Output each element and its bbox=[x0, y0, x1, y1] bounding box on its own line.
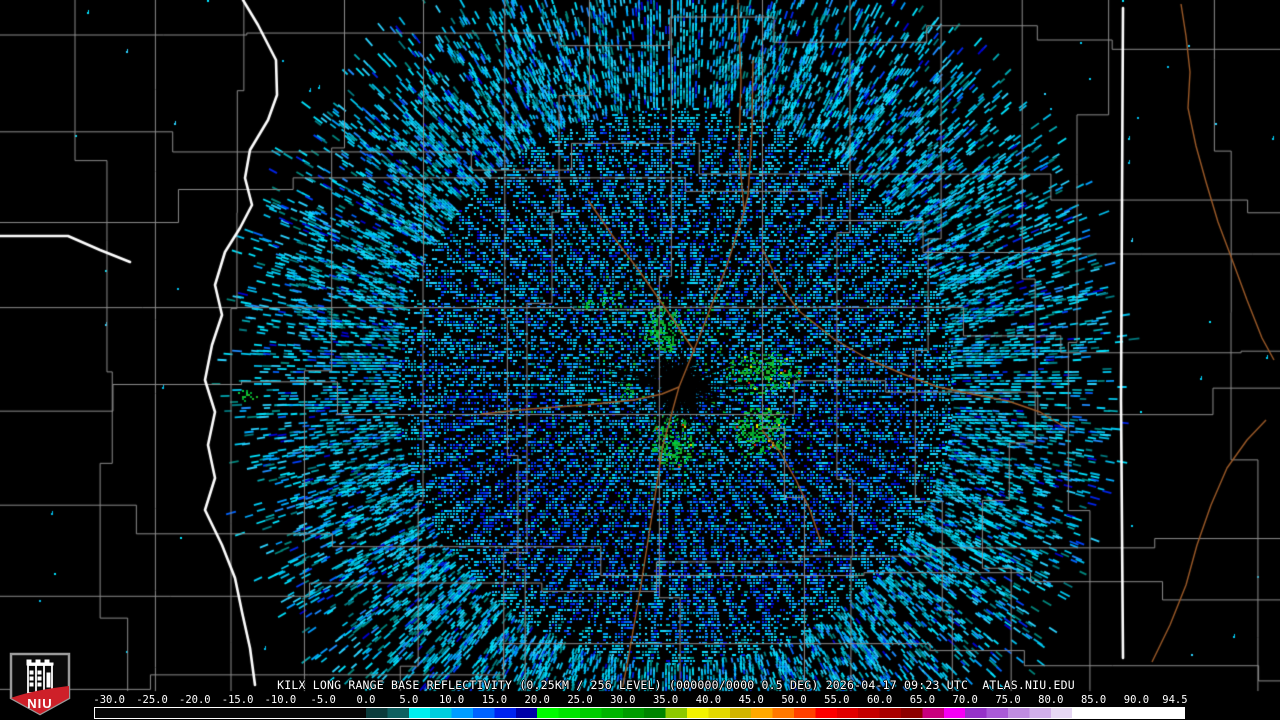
colorbar-tick: 65.0 bbox=[909, 694, 936, 706]
colorbar-tick: 0.0 bbox=[356, 694, 376, 706]
niu-logo-text: NIU bbox=[27, 696, 52, 711]
colorbar-tick: 50.0 bbox=[781, 694, 807, 706]
colorbar-tick: 55.0 bbox=[824, 694, 850, 706]
colorbar-tick: -10.0 bbox=[264, 694, 297, 706]
colorbar-tick: 75.0 bbox=[995, 694, 1021, 706]
colorbar-tick: 45.0 bbox=[738, 694, 764, 706]
colorbar-tick: 70.0 bbox=[952, 694, 978, 706]
colorbar-tick: 90.0 bbox=[1123, 694, 1150, 706]
colorbar-tick: 30.0 bbox=[610, 694, 636, 706]
colorbar-tick: 10.0 bbox=[438, 694, 465, 706]
colorbar-tick: 15.0 bbox=[481, 694, 508, 706]
colorbar-tick: -5.0 bbox=[310, 694, 336, 706]
colorbar-tick: 94.5 bbox=[1162, 694, 1188, 706]
niu-red-band bbox=[11, 686, 69, 714]
radar-product-title: KILX LONG RANGE BASE REFLECTIVITY (0.25K… bbox=[277, 678, 1075, 692]
colorbar-tick: 35.0 bbox=[652, 694, 679, 706]
colorbar-tick: 60.0 bbox=[866, 694, 893, 706]
reflectivity-colorbar bbox=[94, 707, 1185, 719]
colorbar-tick: -30.0 bbox=[93, 694, 125, 706]
niu-logo: NIU bbox=[9, 652, 71, 716]
colorbar-tick: 85.0 bbox=[1080, 694, 1107, 706]
colorbar-tick: -25.0 bbox=[136, 694, 168, 706]
colorbar-tick: 80.0 bbox=[1038, 694, 1064, 706]
colorbar-tick: -20.0 bbox=[178, 694, 211, 706]
colorbar-tick: 5.0 bbox=[399, 694, 419, 706]
colorbar-tick: 25.0 bbox=[567, 694, 593, 706]
colorbar-tick: 40.0 bbox=[695, 694, 722, 706]
colorbar-tick: -15.0 bbox=[221, 694, 254, 706]
colorbar-tick: 20.0 bbox=[524, 694, 550, 706]
